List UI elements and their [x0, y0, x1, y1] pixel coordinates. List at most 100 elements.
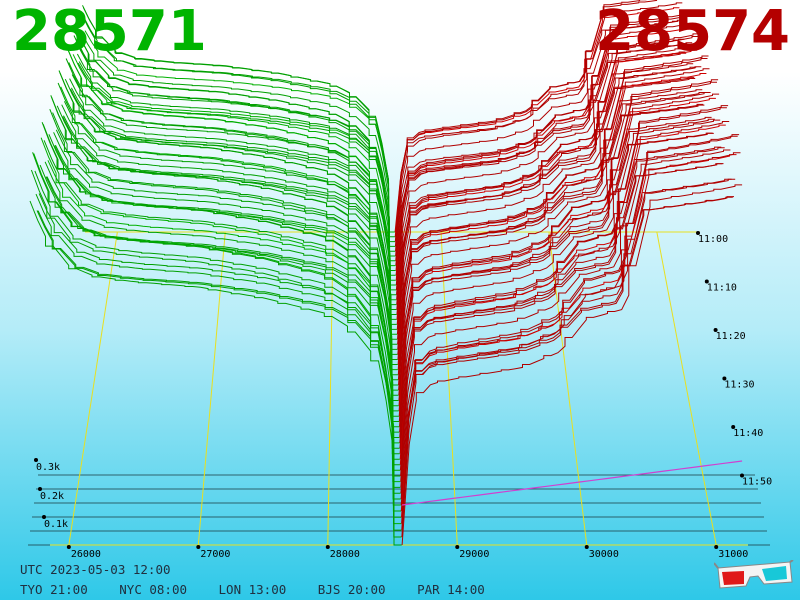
bid-depth-row	[40, 137, 401, 483]
ask-depth-row	[394, 0, 663, 242]
y-tick-label: 0.1k	[44, 519, 68, 530]
ask-depth-row	[395, 27, 689, 281]
ask-depth-row	[400, 105, 729, 477]
ask-depth-row	[399, 79, 719, 427]
ask-depth-row	[398, 132, 714, 406]
x-tick-label: 29000	[459, 549, 489, 560]
world-clock-panel: UTC 2023-05-03 12:00 TYO 21:00 NYC 08:00…	[20, 560, 509, 600]
time-tick-mark	[696, 231, 700, 235]
ask-depth-row	[398, 92, 711, 391]
ask-depth-row	[395, 38, 685, 261]
bid-depth-row	[44, 161, 400, 460]
bid-depth-row	[47, 160, 400, 444]
time-tick-mark	[740, 473, 744, 478]
ask-depth-row	[399, 163, 724, 454]
y-tick-mark	[38, 487, 42, 491]
bid-depth-row	[45, 176, 400, 455]
clock-beijing: BJS 20:00	[317, 582, 386, 597]
bid-depth-row	[73, 35, 397, 296]
ask-depth-row	[396, 66, 697, 320]
ask-depth-row	[401, 154, 737, 518]
bid-depth-row	[72, 54, 397, 301]
ask-depth-row	[398, 81, 717, 422]
x-tick-label: 30000	[589, 549, 619, 560]
bid-depth-row	[41, 122, 401, 477]
x-tick-label: 26000	[71, 549, 101, 560]
x-tick-mark	[66, 545, 71, 549]
bid-depth-row	[63, 115, 398, 355]
bid-depth-row	[34, 170, 402, 518]
ask-depth-row	[395, 15, 690, 286]
bid-depth-row	[65, 58, 398, 340]
ask-depth-row	[395, 51, 686, 266]
bid-depth-row	[64, 78, 398, 345]
bid-depth-row	[81, 13, 396, 252]
ask-depth-row	[394, 7, 680, 237]
time-tick-mark	[731, 425, 736, 429]
ask-depth-row	[401, 135, 738, 524]
bid-depth-row	[60, 86, 398, 371]
ask-depth-row	[395, 2, 683, 252]
time-tick-label: 11:30	[724, 380, 754, 391]
bid-depth-row	[70, 87, 397, 310]
bid-depth-row	[78, 61, 396, 267]
ask-depth-row	[396, 33, 700, 335]
clock-paris: PAR 14:00	[417, 582, 485, 597]
bid-depth-row	[82, 5, 396, 247]
bid-depth-row	[58, 70, 398, 381]
time-tick-mark	[713, 328, 718, 332]
bid-depth-row	[43, 140, 400, 466]
x-tick-mark	[584, 545, 589, 549]
time-tick-label: 11:50	[742, 477, 772, 488]
clock-london: LON 13:00	[218, 582, 287, 597]
ask-depth-row	[400, 149, 731, 488]
ask-depth-row	[397, 66, 702, 345]
x-tick-label: 27000	[200, 549, 230, 560]
x-tick-label: 28000	[330, 549, 360, 560]
price-guide-line	[440, 231, 458, 546]
ask-depth-row	[398, 118, 715, 411]
time-tick-label: 11:40	[733, 428, 763, 439]
bid-depth-row	[76, 39, 396, 281]
time-tick-mark	[722, 376, 727, 381]
clock-tokyo: TYO 21:00	[20, 582, 88, 597]
bid-depth-row	[49, 109, 400, 433]
x-tick-mark	[714, 545, 719, 549]
y-tick-label: 0.3k	[36, 462, 60, 473]
ask-depth-row	[396, 49, 698, 325]
3d-glasses-icon[interactable]	[714, 560, 794, 590]
ask-depth-row	[399, 119, 721, 438]
ask-depth-row	[399, 124, 726, 465]
bid-depth-row	[80, 30, 396, 257]
ask-depth-row	[395, 12, 691, 290]
y-tick-label: 0.2k	[40, 491, 64, 502]
bid-depth-row	[76, 53, 396, 276]
ask-depth-row	[398, 97, 716, 417]
bid-depth-row	[36, 210, 401, 506]
bid-depth-row	[70, 88, 397, 315]
time-tick-label: 11:20	[716, 331, 746, 342]
bid-depth-row	[37, 210, 401, 500]
ask-depth-row	[401, 184, 743, 546]
utc-timestamp: UTC 2023-05-03 12:00	[20, 562, 171, 577]
y-tick-mark	[42, 515, 46, 519]
bid-depth-row	[69, 78, 397, 320]
ask-price: 28574	[595, 0, 790, 64]
axes: 26000 27000 28000 29000 30000 31000 0.1k 0.2k 0.…	[34, 231, 772, 560]
bid-depth-row	[68, 62, 397, 325]
y-tick-mark	[34, 458, 38, 462]
ask-depth-row	[397, 55, 709, 380]
ask-depth-row	[399, 147, 725, 460]
ask-depth-row	[400, 121, 730, 482]
ask-depth-row	[397, 92, 706, 365]
bid-depth-row	[29, 200, 402, 546]
ask-depth-row	[401, 152, 741, 538]
bid-depth-row	[38, 193, 401, 494]
bid-depth-row	[66, 47, 397, 335]
ask-depth-row	[397, 58, 708, 375]
bid-depth-row	[30, 169, 402, 538]
x-tick-mark	[455, 545, 460, 549]
ask-depth-row	[396, 78, 696, 315]
x-tick-label: 31000	[718, 549, 748, 560]
